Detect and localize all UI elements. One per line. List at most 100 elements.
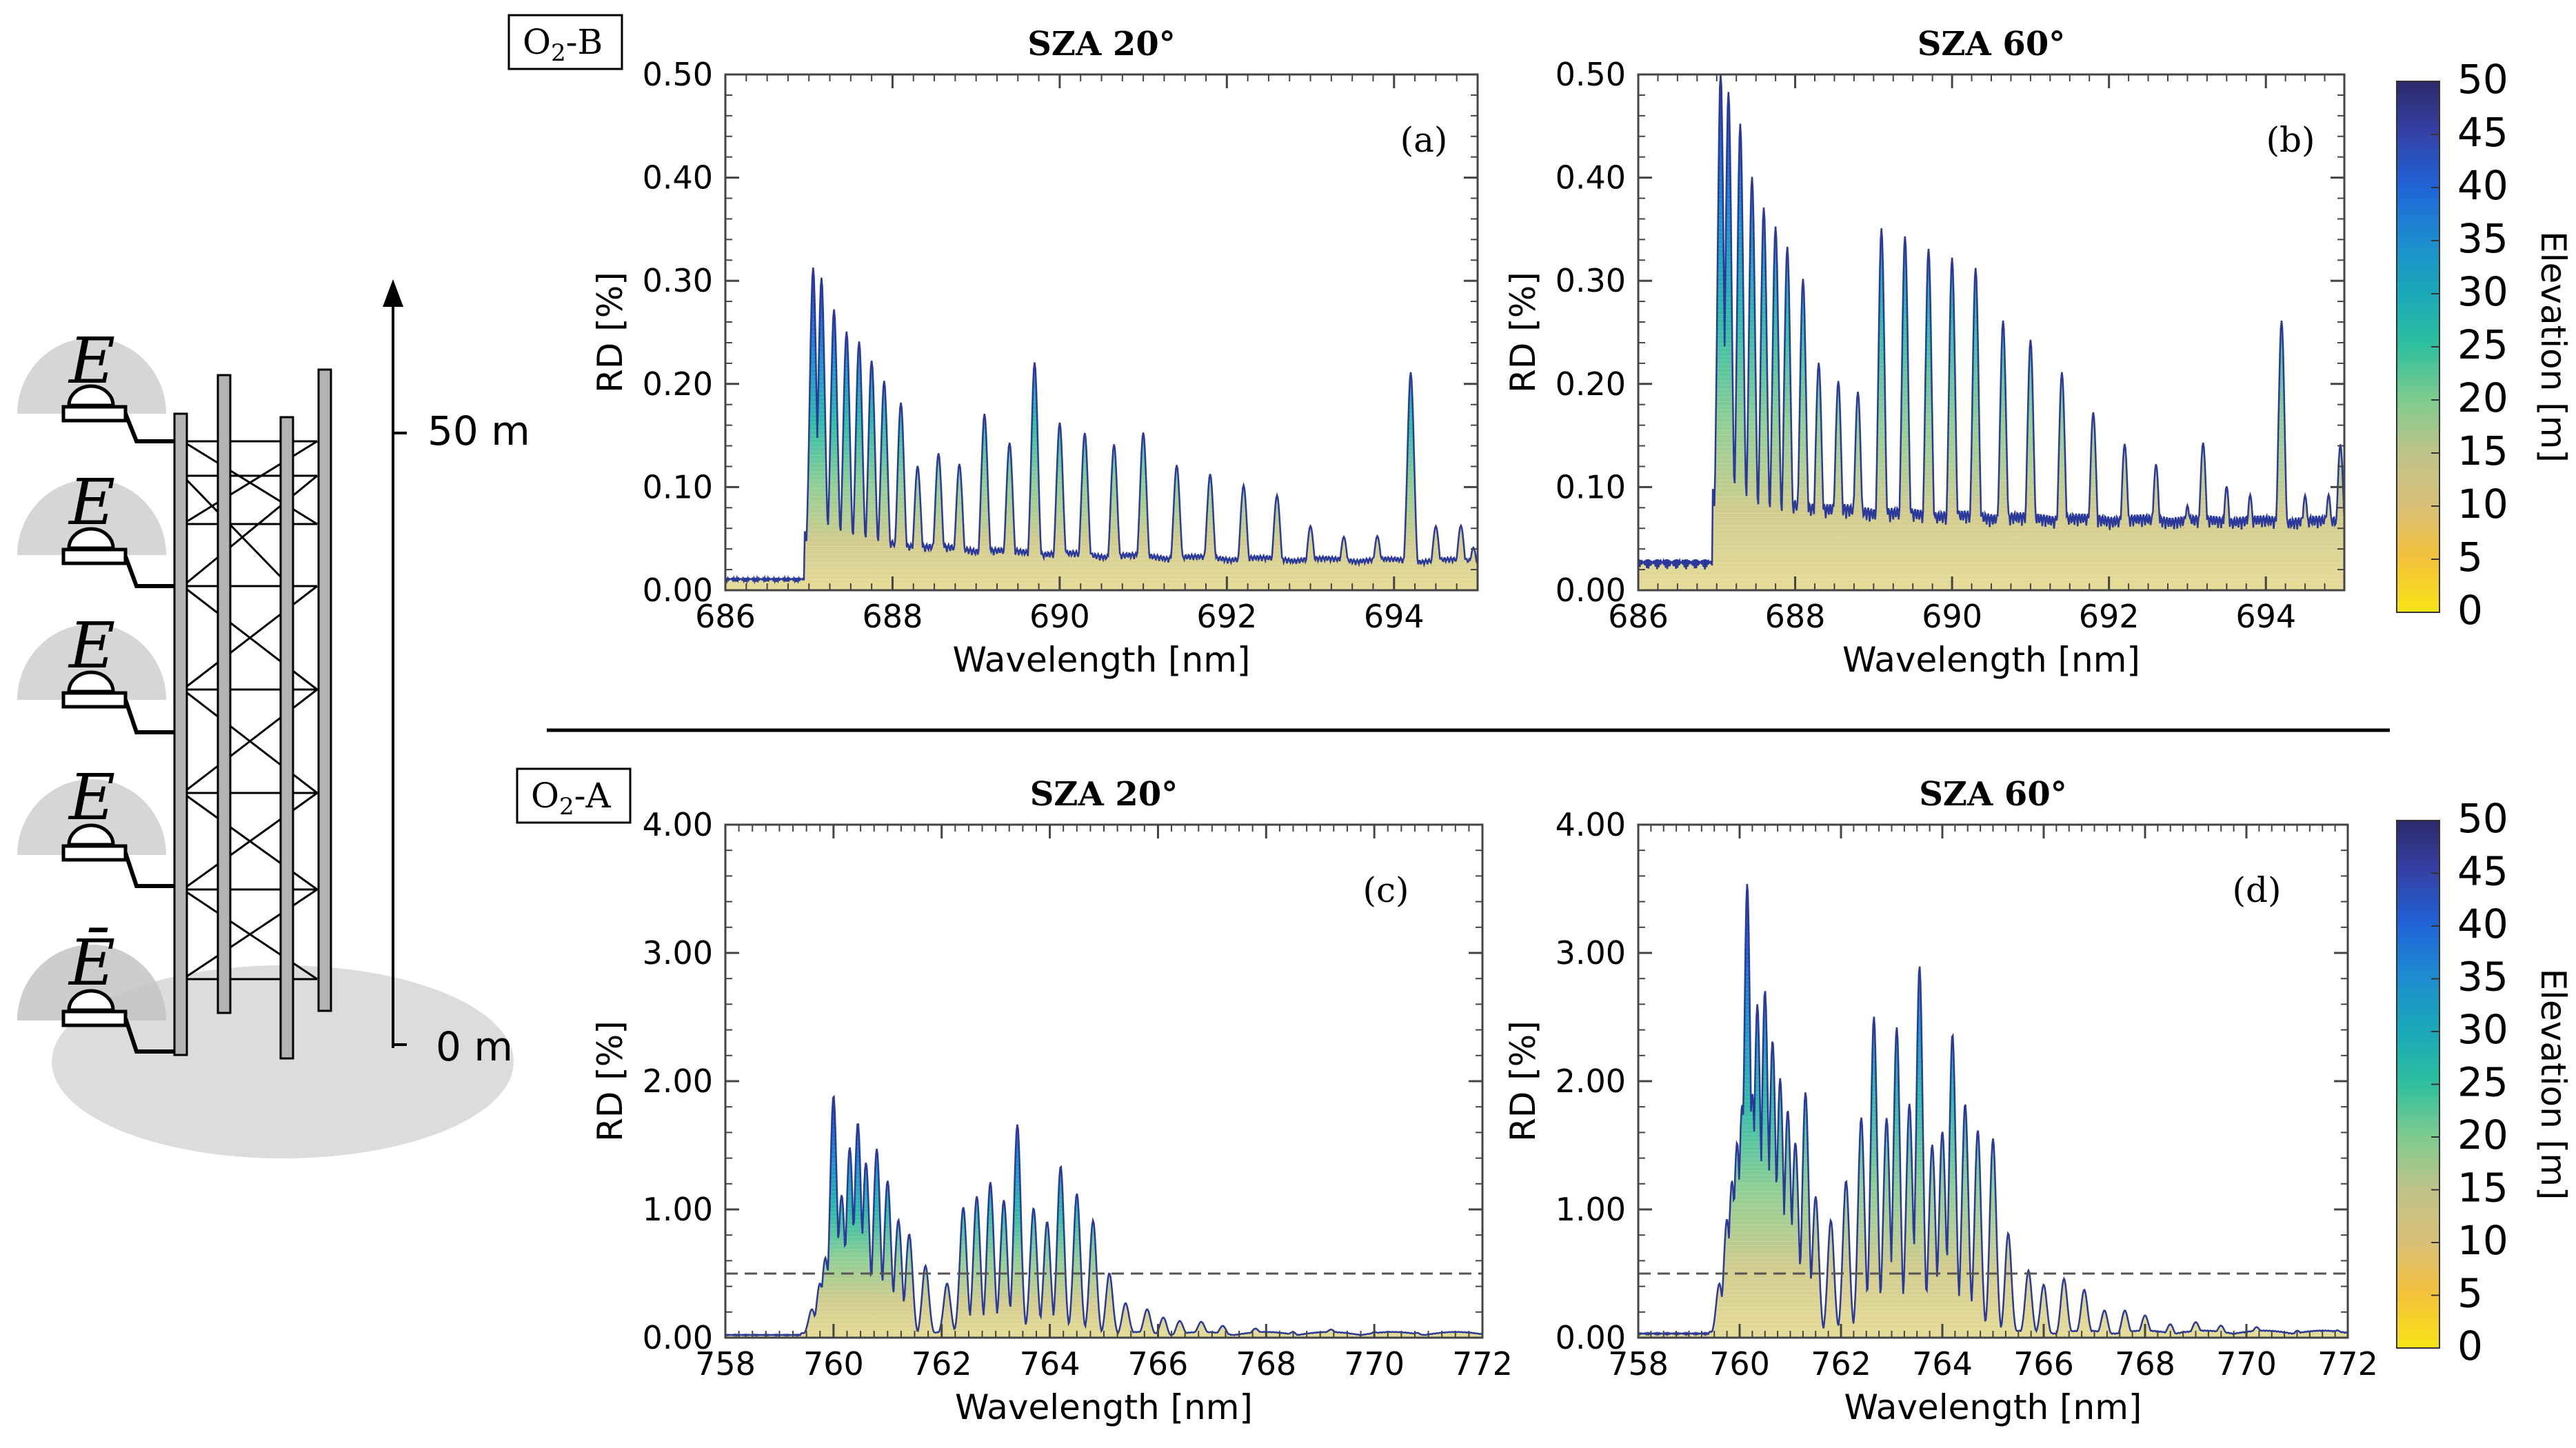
- y-tick-label: 0.50: [643, 56, 713, 93]
- colorbar-tick-label: 30: [2457, 268, 2508, 315]
- x-tick-label: 762: [912, 1345, 972, 1382]
- height-label-top: 50 m: [427, 408, 530, 454]
- height-label-bottom: 0 m: [436, 1023, 513, 1070]
- svg-text:O2-B: O2-B: [523, 22, 603, 67]
- colorbar-tick-label: 25: [2457, 1059, 2508, 1106]
- colorbar-tick-label: 15: [2457, 428, 2508, 474]
- chart-title-a: SZA 20°: [1027, 25, 1175, 63]
- chart-title-d: SZA 60°: [1919, 775, 2066, 814]
- y-tick-label: 0.00: [643, 1319, 713, 1356]
- y-tick-label: 0.30: [1556, 262, 1626, 299]
- x-tick-label: 766: [1128, 1345, 1189, 1382]
- y-tick-label: 3.00: [1556, 934, 1626, 972]
- colorbar-2: 0 5 10 15 20 25 30 35 40 45 50 Elevation [m]: [2396, 795, 2573, 1369]
- x-tick-label: 770: [2216, 1345, 2277, 1382]
- colorbar-gradient: [2396, 81, 2440, 613]
- spectrum-striations-c: [725, 1096, 1482, 1338]
- y-tick-label: 0.20: [643, 365, 713, 403]
- x-axis-label-b: Wavelength [nm]: [1842, 640, 2140, 680]
- x-tick-label: 688: [1765, 598, 1826, 635]
- colorbar-tick-label: 35: [2457, 954, 2508, 1000]
- y-tick-label: 0.40: [643, 159, 713, 197]
- colorbar-label: Elevation [m]: [2533, 969, 2573, 1200]
- y-tick-label: 4.00: [643, 806, 713, 843]
- x-tick-label: 764: [1020, 1345, 1080, 1382]
- height-axis-arrow: [383, 279, 403, 307]
- x-tick-label: 686: [695, 598, 756, 635]
- colorbars: 0 5 10 15 20 25 30 35 40 45 50 Elevation [m] 0 5 10 15 2…: [2396, 56, 2573, 1369]
- panel-label-c: (c): [1362, 870, 1409, 910]
- x-tick-label: 766: [2013, 1345, 2074, 1382]
- spectrum-striations-d: [1638, 884, 2348, 1338]
- colorbar-tick-label: 40: [2457, 901, 2508, 947]
- y-axis-label-c: RD [%]: [590, 1020, 630, 1142]
- x-tick-label: 760: [1709, 1345, 1770, 1382]
- colorbar-tick-label: 10: [2457, 1217, 2508, 1264]
- x-tick-label: 692: [2079, 598, 2140, 635]
- x-tick-label: 758: [1608, 1345, 1669, 1382]
- band-label-o2b-main: O: [523, 22, 551, 62]
- x-tick-label: 690: [1029, 598, 1090, 635]
- chart-title-b: SZA 60°: [1918, 25, 2065, 63]
- x-tick-label: 688: [863, 598, 923, 635]
- y-tick-label: 0.00: [1556, 572, 1626, 609]
- colorbar-tick-label: 0: [2457, 1323, 2483, 1369]
- spectrum-line-b: [1637, 74, 2346, 570]
- x-tick-label: 772: [2317, 1345, 2378, 1382]
- band-label-o2a: O2-A: [516, 767, 632, 824]
- panel-label-a: (a): [1400, 120, 1448, 160]
- sensor-cables: [123, 412, 181, 1054]
- x-tick-label: 762: [1811, 1345, 1871, 1382]
- chart-panel-b: 686 688 690 692 694 0.00 0.10 0.20 0.30 0.40 0.50 S…: [1503, 25, 2346, 680]
- chart-panel-d: 758 760 762 764 766 768 770 772 0.00 1.00 2.00 3.00…: [1503, 775, 2378, 1427]
- tower-lattice: [181, 400, 318, 1027]
- colorbar-tick-label: 5: [2457, 1270, 2483, 1317]
- band-label-o2b: O2-B: [507, 14, 623, 70]
- chart-panel-c: 758 760 762 764 766 768 770 772 0.00 1.00 2.00 3.00…: [590, 775, 1513, 1427]
- y-tick-label: 4.00: [1556, 806, 1626, 843]
- spectrum-striations-b: [1638, 74, 2344, 590]
- colorbar-label: Elevation [m]: [2533, 231, 2573, 463]
- sensor-label-4: E: [68, 761, 115, 834]
- colorbar-tick-label: 5: [2457, 534, 2483, 581]
- y-tick-label: 0.00: [643, 572, 713, 609]
- y-tick-label: 3.00: [643, 934, 713, 972]
- y-tick-label: 1.00: [1556, 1191, 1626, 1228]
- y-tick-label: 2.00: [1556, 1063, 1626, 1100]
- dome-1: [17, 338, 166, 414]
- colorbar-tick-label: 20: [2457, 374, 2508, 421]
- colorbar-tick-label: 50: [2457, 795, 2508, 842]
- dome-5: [17, 945, 166, 1020]
- y-tick-label: 1.00: [643, 1191, 713, 1228]
- chart-title-c: SZA 20°: [1030, 775, 1178, 814]
- y-axis-label-b: RD [%]: [1503, 272, 1543, 393]
- colorbar-tick-label: 25: [2457, 321, 2508, 368]
- y-tick-label: 0.20: [1556, 365, 1626, 403]
- band-label-o2a-suffix: -A: [574, 776, 612, 816]
- dome-3: [17, 624, 166, 700]
- spectrum-line-d: [1637, 883, 2348, 1337]
- tower-poles: [173, 368, 332, 1060]
- ground-footprint: [52, 965, 514, 1158]
- y-tick-label: 0.10: [643, 468, 713, 505]
- x-tick-label: 760: [803, 1345, 864, 1382]
- x-tick-label: 694: [2235, 598, 2296, 635]
- x-axis-label-a: Wavelength [nm]: [953, 640, 1251, 680]
- dome-4: [17, 779, 166, 855]
- colorbar-tick-label: 45: [2457, 848, 2508, 895]
- panel-label-b: (b): [2266, 120, 2315, 160]
- x-tick-label: 686: [1608, 598, 1669, 635]
- x-tick-label: 770: [1344, 1345, 1405, 1382]
- x-tick-label: 772: [1452, 1345, 1513, 1382]
- y-tick-label: 0.10: [1556, 468, 1626, 505]
- y-tick-label: 0.50: [1556, 56, 1626, 93]
- colorbar-1: 0 5 10 15 20 25 30 35 40 45 50 Elevation [m]: [2396, 56, 2573, 634]
- colorbar-tick-label: 50: [2457, 56, 2508, 103]
- sensor-label-3: E: [68, 609, 115, 683]
- band-label-o2a-main: O: [531, 776, 559, 816]
- y-tick-label: 0.40: [1556, 159, 1626, 197]
- x-tick-label: 768: [1236, 1345, 1296, 1382]
- spectrum-line-c: [725, 1094, 1483, 1337]
- charts: 686 688 690 692 694 0.00 0.10 0.20 0.30 0.40 0.50 S…: [590, 25, 2378, 1427]
